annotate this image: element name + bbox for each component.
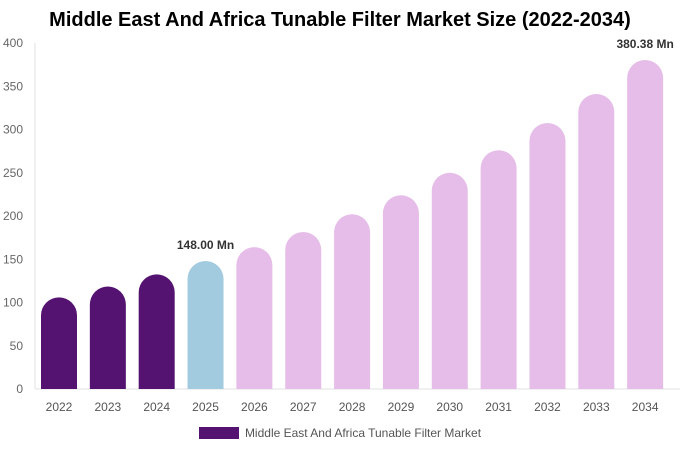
chart-title: Middle East And Africa Tunable Filter Ma…: [49, 9, 631, 31]
bar-2030: [431, 172, 468, 389]
bar-2026: [236, 247, 273, 389]
x-tick-label: 2028: [339, 400, 366, 414]
x-tick-label: 2034: [632, 400, 659, 414]
x-tick-label: 2030: [436, 400, 463, 414]
legend-swatch: [198, 427, 239, 439]
bar-2025: [187, 260, 224, 389]
x-tick-label: 2025: [192, 400, 219, 414]
x-tick-label: 2033: [583, 400, 610, 414]
y-tick-label: 250: [3, 166, 23, 180]
y-tick-label: 350: [3, 79, 23, 93]
x-tick-label: 2022: [46, 400, 73, 414]
bar-2023: [89, 286, 126, 389]
bar-2034: [627, 59, 664, 389]
x-tick-label: 2027: [290, 400, 317, 414]
bar-2022: [41, 297, 77, 389]
y-tick-label: 100: [3, 296, 23, 310]
x-tick-label: 2032: [534, 400, 561, 414]
bar-2029: [382, 195, 419, 389]
x-tick-label: 2031: [485, 400, 512, 414]
y-tick-label: 50: [10, 339, 24, 353]
bar-2032: [529, 123, 566, 389]
y-tick-label: 150: [3, 252, 23, 266]
bar-2031: [480, 150, 517, 389]
x-tick-label: 2023: [94, 400, 121, 414]
data-label: 380.38 Mn: [616, 37, 673, 51]
y-tick-label: 400: [3, 36, 23, 50]
x-tick-label: 2029: [388, 400, 415, 414]
y-tick-label: 0: [16, 382, 23, 396]
bar-2027: [285, 232, 322, 389]
x-tick-label: 2026: [241, 400, 268, 414]
bar-2028: [334, 214, 371, 389]
legend: Middle East And Africa Tunable Filter Ma…: [0, 426, 680, 440]
y-tick-label: 300: [3, 123, 23, 137]
x-tick-label: 2024: [143, 400, 170, 414]
bar-2024: [138, 274, 175, 389]
data-label: 148.00 Mn: [177, 238, 234, 252]
legend-label: Middle East And Africa Tunable Filter Ma…: [244, 426, 482, 440]
bar-2033: [578, 94, 615, 389]
y-tick-label: 200: [3, 209, 23, 223]
